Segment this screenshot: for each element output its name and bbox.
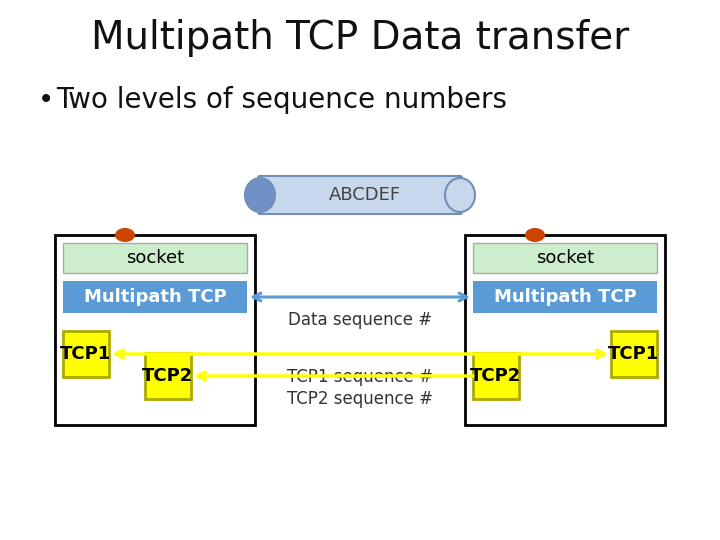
Text: Multipath TCP: Multipath TCP xyxy=(84,288,226,306)
FancyBboxPatch shape xyxy=(63,243,247,273)
FancyBboxPatch shape xyxy=(473,281,657,313)
FancyBboxPatch shape xyxy=(473,243,657,273)
Text: ABCDEF: ABCDEF xyxy=(329,186,401,204)
Ellipse shape xyxy=(445,178,475,212)
Text: TCP1: TCP1 xyxy=(60,345,112,363)
Text: TCP2: TCP2 xyxy=(143,367,194,385)
Text: Multipath TCP: Multipath TCP xyxy=(494,288,636,306)
Text: Data sequence #: Data sequence # xyxy=(288,311,432,329)
Text: TCP2: TCP2 xyxy=(470,367,521,385)
FancyBboxPatch shape xyxy=(473,353,519,399)
Text: Two levels of sequence numbers: Two levels of sequence numbers xyxy=(56,86,507,114)
Text: TCP1 sequence #: TCP1 sequence # xyxy=(287,368,433,386)
Text: TCP1: TCP1 xyxy=(608,345,660,363)
Text: •: • xyxy=(38,86,54,114)
Text: TCP2 sequence #: TCP2 sequence # xyxy=(287,390,433,408)
FancyBboxPatch shape xyxy=(55,235,255,425)
FancyBboxPatch shape xyxy=(63,331,109,377)
FancyBboxPatch shape xyxy=(258,176,462,214)
Text: socket: socket xyxy=(126,249,184,267)
Ellipse shape xyxy=(115,228,135,242)
FancyBboxPatch shape xyxy=(465,235,665,425)
Ellipse shape xyxy=(245,178,275,212)
Text: socket: socket xyxy=(536,249,594,267)
FancyBboxPatch shape xyxy=(145,353,191,399)
Ellipse shape xyxy=(525,228,545,242)
Text: Multipath TCP Data transfer: Multipath TCP Data transfer xyxy=(91,19,629,57)
FancyBboxPatch shape xyxy=(63,281,247,313)
FancyBboxPatch shape xyxy=(611,331,657,377)
